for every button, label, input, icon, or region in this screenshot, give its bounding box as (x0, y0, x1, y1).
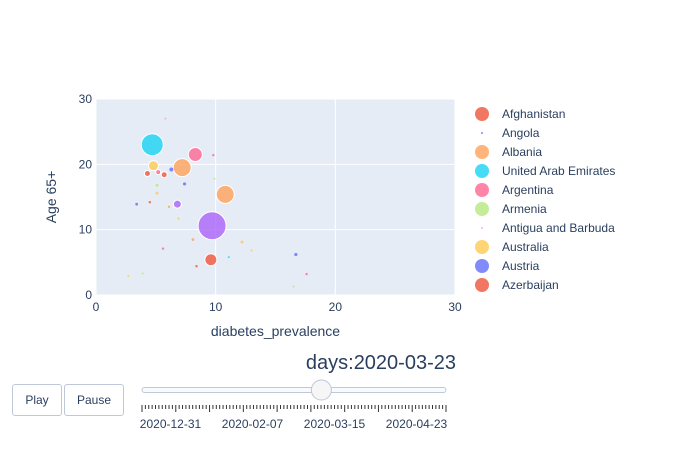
scatter-point (182, 182, 187, 186)
legend-marker (475, 202, 489, 216)
slider-current-value: days:2020-03-23 (306, 352, 456, 375)
legend-item[interactable]: Albania (475, 145, 542, 159)
scatter-point (140, 133, 164, 157)
legend-marker (475, 183, 489, 197)
legend-marker (481, 132, 483, 134)
legend-marker (481, 227, 483, 229)
scatter-point (172, 158, 192, 178)
legend-marker (475, 164, 489, 178)
scatter-point (155, 169, 162, 176)
legend-label: Argentina (502, 183, 554, 197)
scatter-point (147, 160, 159, 172)
date-slider[interactable]: 2020-12-31 2020-02-07 2020-03-15 2020-04-23 (140, 379, 448, 431)
x-tick-label: 30 (448, 300, 462, 314)
legend-label: Australia (502, 240, 549, 254)
legend-item[interactable]: Afghanistan (475, 107, 565, 121)
legend[interactable]: Afghanistan Angola Albania United Arab Emir… (475, 107, 615, 292)
legend-item[interactable]: Armenia (475, 202, 547, 216)
scatter-point (127, 275, 130, 278)
scatter-point (164, 117, 167, 120)
scatter-point (294, 252, 298, 257)
scatter-point (195, 265, 198, 268)
legend-marker (475, 107, 489, 121)
scatter-point (227, 256, 230, 259)
legend-label: Afghanistan (502, 107, 565, 121)
scatter-point (155, 183, 159, 187)
scatter-point (143, 169, 151, 177)
scatter-point (187, 147, 203, 163)
legend-label: Albania (502, 145, 542, 159)
legend-marker (475, 145, 489, 159)
scatter-point (191, 238, 195, 241)
legend-marker (475, 240, 489, 254)
y-tick-label: 20 (79, 157, 93, 171)
scatter-point (167, 205, 171, 208)
x-axis-title: diabetes_prevalence (211, 323, 340, 339)
legend-item[interactable]: Australia (475, 240, 549, 254)
scatter-point (213, 177, 216, 180)
legend-label: Austria (502, 259, 540, 273)
legend-item[interactable]: Azerbaijan (475, 278, 559, 292)
scatter-point (155, 191, 159, 195)
legend-item[interactable]: Argentina (475, 183, 554, 197)
pause-button[interactable]: Pause (64, 384, 124, 416)
legend-item[interactable]: Angola (481, 126, 540, 140)
slider-date: 2020-03-23 (353, 352, 456, 374)
legend-label: Azerbaijan (502, 278, 559, 292)
slider-track[interactable] (141, 387, 447, 393)
legend-item[interactable]: Antigua and Barbuda (481, 221, 615, 235)
scatter-point (135, 202, 139, 206)
scatter-point (305, 272, 308, 276)
legend-label: Armenia (502, 202, 547, 216)
y-tick-label: 30 (79, 92, 93, 106)
y-tick-label: 0 (85, 288, 92, 302)
legend-marker (475, 259, 489, 273)
scatter-point (212, 153, 215, 157)
slider-tick-label: 2020-04-23 (386, 417, 448, 431)
axes: 0 10 20 30 0 10 20 30 (79, 92, 462, 314)
slider-tick-label: 2020-03-15 (304, 417, 366, 431)
plot-area (96, 99, 455, 295)
scatter-point (148, 201, 152, 204)
scatter-point (161, 247, 165, 250)
legend-item[interactable]: Austria (475, 259, 540, 273)
scatter-point (204, 253, 218, 267)
legend-label: Angola (502, 126, 540, 140)
y-tick-label: 10 (79, 223, 93, 237)
slider-tick-label: 2020-02-07 (222, 417, 284, 431)
scatter-points (127, 117, 308, 288)
scatter-point (141, 272, 144, 275)
legend-label: United Arab Emirates (502, 164, 615, 178)
scatter-point (177, 217, 180, 220)
scatter-point (250, 249, 253, 252)
scatter-point (292, 285, 295, 288)
slider-handle[interactable] (310, 379, 332, 401)
legend-marker (475, 278, 489, 292)
y-axis-title: Age 65+ (43, 171, 59, 224)
x-tick-label: 20 (329, 300, 343, 314)
scatter-point (169, 167, 174, 172)
slider-tick-label: 2020-12-31 (140, 417, 202, 431)
legend-item[interactable]: United Arab Emirates (475, 164, 615, 178)
play-button[interactable]: Play (12, 384, 62, 416)
slider-prefix: days: (305, 352, 354, 374)
scatter-point (215, 184, 235, 204)
scatter-point (197, 211, 227, 241)
x-tick-label: 10 (209, 300, 223, 314)
scatter-point (172, 199, 182, 209)
x-tick-label: 0 (93, 300, 100, 314)
scatter-point (240, 240, 244, 244)
scatter-point (160, 171, 168, 179)
legend-label: Antigua and Barbuda (502, 221, 615, 235)
